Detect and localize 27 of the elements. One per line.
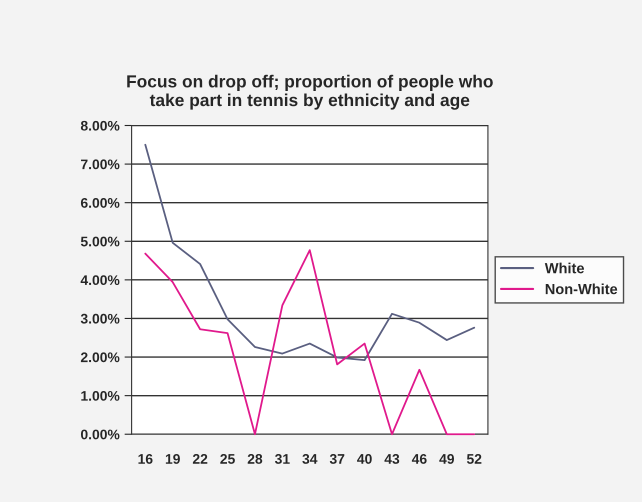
x-tick-label: 46 (412, 454, 427, 464)
y-tick-label: 8.00% (80, 120, 120, 131)
line-series (144, 144, 476, 362)
legend-label: White (544, 262, 584, 274)
x-tick-label: 52 (466, 454, 482, 464)
y-tick-label: 4.00% (80, 275, 120, 286)
y-tick-label: 1.00% (81, 390, 120, 401)
x-tick-label: 19 (166, 454, 180, 464)
x-tick-label: 37 (330, 454, 344, 464)
x-tick-label: 31 (274, 454, 290, 464)
y-tick-label: 6.00% (80, 198, 120, 208)
x-tick-label: 25 (220, 454, 235, 464)
y-tick-label: 7.00% (81, 159, 120, 170)
legend-label: Non-White (546, 284, 618, 294)
x-tick-label: 43 (384, 454, 400, 464)
line-series (144, 249, 476, 436)
y-tick-label: 3.00% (80, 314, 120, 324)
x-tick-label: 40 (357, 454, 372, 464)
y-tick-label: 5.00% (80, 236, 120, 246)
x-tick-label: 16 (138, 454, 153, 464)
y-tick-label: 0.00% (80, 430, 120, 440)
x-tick-label: 22 (192, 454, 208, 464)
x-tick-label: 28 (248, 454, 262, 464)
x-tick-label: 49 (439, 454, 454, 464)
chart-title: Focus on drop off; proportion of people who take part in tennis by ethnicity and age (127, 74, 493, 110)
y-tick-label: 2.00% (80, 352, 120, 362)
x-tick-label: 34 (302, 454, 318, 464)
